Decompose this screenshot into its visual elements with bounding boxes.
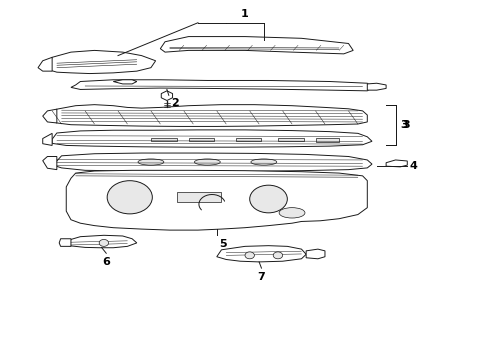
Circle shape [99,239,109,246]
Text: 4: 4 [410,161,417,171]
Text: 7: 7 [258,271,266,282]
Ellipse shape [251,159,277,165]
Polygon shape [161,91,172,100]
Polygon shape [151,138,177,141]
Polygon shape [52,130,372,147]
Text: 3: 3 [403,120,410,130]
Text: 2: 2 [171,98,178,108]
Circle shape [250,185,287,213]
Polygon shape [316,138,339,142]
Polygon shape [306,249,325,259]
Text: 3: 3 [400,120,408,130]
Polygon shape [236,138,262,141]
Polygon shape [386,160,407,167]
Polygon shape [278,138,304,141]
Ellipse shape [138,159,164,165]
Polygon shape [43,109,57,123]
Bar [177,192,221,202]
Text: 5: 5 [219,239,227,249]
Polygon shape [52,153,372,171]
Polygon shape [113,80,137,84]
Polygon shape [368,83,386,90]
Polygon shape [38,57,52,71]
Polygon shape [43,133,52,145]
Polygon shape [66,170,368,230]
Ellipse shape [195,159,220,165]
Polygon shape [189,138,215,141]
Polygon shape [217,246,306,262]
Polygon shape [59,239,71,246]
Polygon shape [160,37,353,54]
Polygon shape [48,50,156,73]
Polygon shape [43,157,57,170]
Polygon shape [69,235,137,248]
Text: 6: 6 [102,257,110,267]
Circle shape [107,181,152,214]
Circle shape [245,252,254,259]
Polygon shape [52,105,368,126]
Text: 1: 1 [241,9,249,19]
Circle shape [273,252,283,259]
Polygon shape [71,80,372,91]
Ellipse shape [279,208,305,218]
